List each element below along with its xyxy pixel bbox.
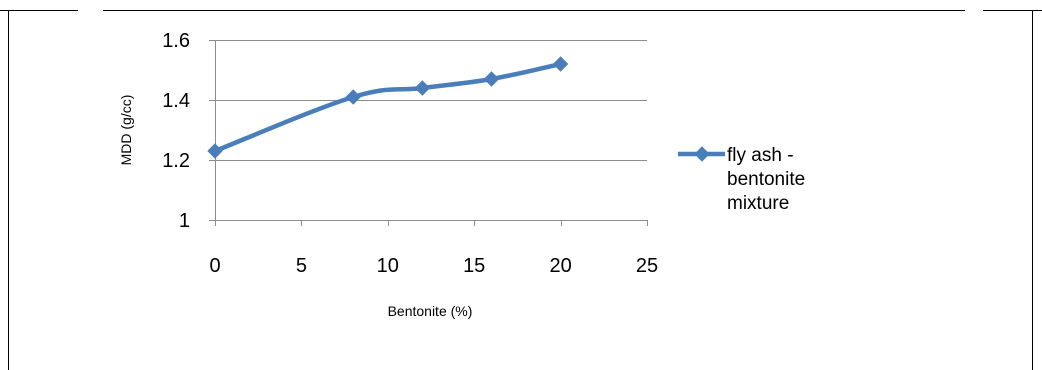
tick-labels: 1 1.2 1.4 1.6 0 5 10 15 20 25: [162, 30, 658, 277]
axes: [209, 40, 648, 226]
legend: fly ash -bentonite mixture: [678, 145, 805, 214]
y-tick-label: 1.2: [162, 150, 190, 172]
legend-marker-swatch: [694, 146, 710, 162]
series-group: [207, 56, 569, 159]
legend-label: fly ash -bentonite mixture: [727, 145, 805, 214]
data-point-marker: [552, 56, 569, 72]
x-tick-label: 10: [377, 255, 399, 277]
y-axis-title: MDD (g/cc): [118, 95, 134, 166]
y-tick-label: 1.6: [162, 30, 190, 52]
x-tick-label: 5: [296, 255, 307, 277]
x-axis-title: Bentonite (%): [388, 303, 473, 319]
x-tick-label: 15: [463, 255, 485, 277]
data-point-marker: [414, 80, 431, 96]
y-tick-label: 1: [179, 210, 190, 232]
y-tick-label: 1.4: [162, 90, 190, 112]
data-point-marker: [207, 143, 223, 159]
data-point-marker: [483, 71, 500, 87]
series-line: [212, 61, 563, 154]
data-point-marker: [345, 89, 361, 105]
x-tick-label: 20: [549, 255, 571, 277]
grid-lines: [215, 40, 647, 161]
x-tick-label: 25: [636, 255, 658, 277]
x-tick-label: 0: [209, 255, 220, 277]
